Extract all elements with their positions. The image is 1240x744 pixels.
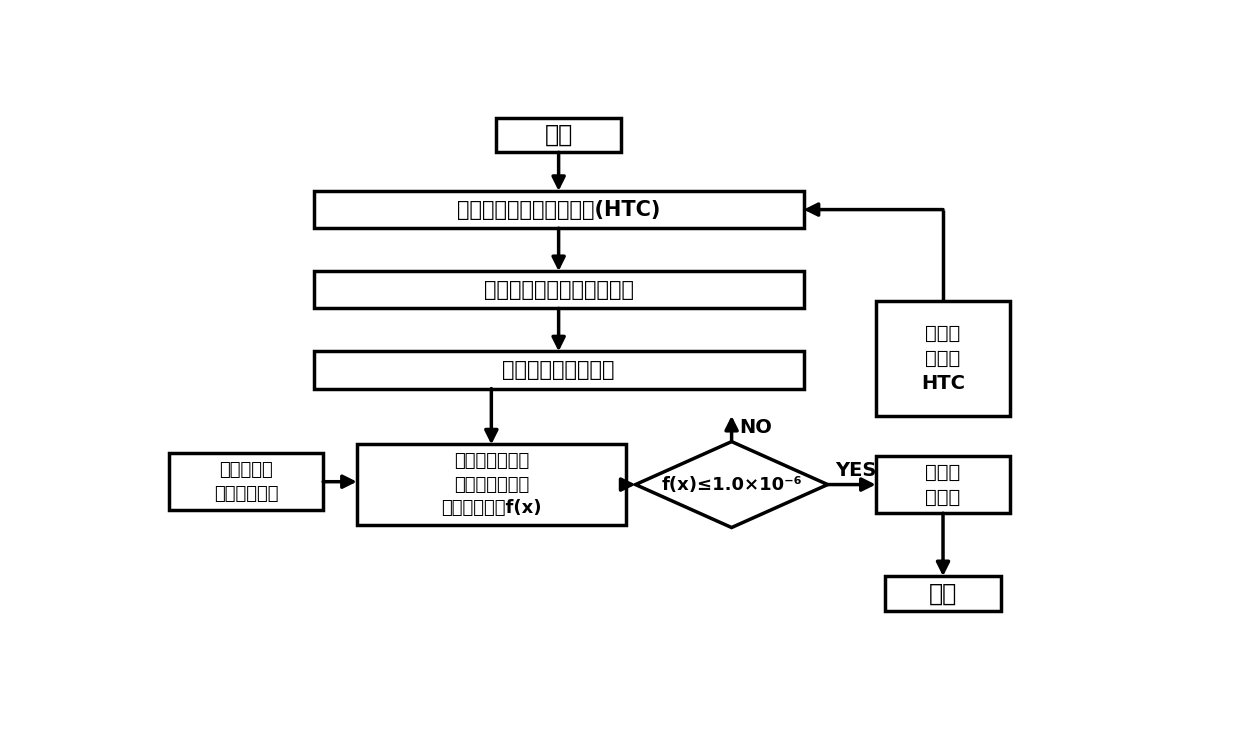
FancyBboxPatch shape bbox=[314, 271, 804, 309]
Text: 开始: 开始 bbox=[544, 123, 573, 147]
FancyBboxPatch shape bbox=[875, 456, 1011, 513]
FancyBboxPatch shape bbox=[170, 453, 324, 510]
FancyBboxPatch shape bbox=[885, 576, 1001, 611]
Text: f(x)≤1.0×10⁻⁶: f(x)≤1.0×10⁻⁶ bbox=[661, 475, 802, 493]
Text: YES: YES bbox=[836, 461, 877, 480]
FancyBboxPatch shape bbox=[875, 301, 1011, 416]
FancyBboxPatch shape bbox=[314, 351, 804, 388]
Text: 结束: 结束 bbox=[929, 581, 957, 606]
FancyBboxPatch shape bbox=[496, 118, 621, 153]
Text: 读取测试点
实验温度数据: 读取测试点 实验温度数据 bbox=[215, 461, 279, 502]
Text: 读取测试点温度数据: 读取测试点温度数据 bbox=[502, 360, 615, 380]
FancyBboxPatch shape bbox=[314, 191, 804, 228]
Text: 优化计
算新的
HTC: 优化计 算新的 HTC bbox=[921, 324, 965, 393]
Text: 模拟数据与实验
温度数据对比，
计算收敛判据f(x): 模拟数据与实验 温度数据对比， 计算收敛判据f(x) bbox=[441, 452, 542, 517]
Text: 有限元计算工件温度场分布: 有限元计算工件温度场分布 bbox=[484, 280, 634, 300]
Polygon shape bbox=[635, 442, 828, 527]
FancyBboxPatch shape bbox=[357, 444, 626, 525]
Text: 输出计
算结果: 输出计 算结果 bbox=[925, 463, 961, 507]
Text: 假定不同表面的换热系数(HTC): 假定不同表面的换热系数(HTC) bbox=[456, 199, 661, 219]
Text: NO: NO bbox=[739, 418, 773, 437]
